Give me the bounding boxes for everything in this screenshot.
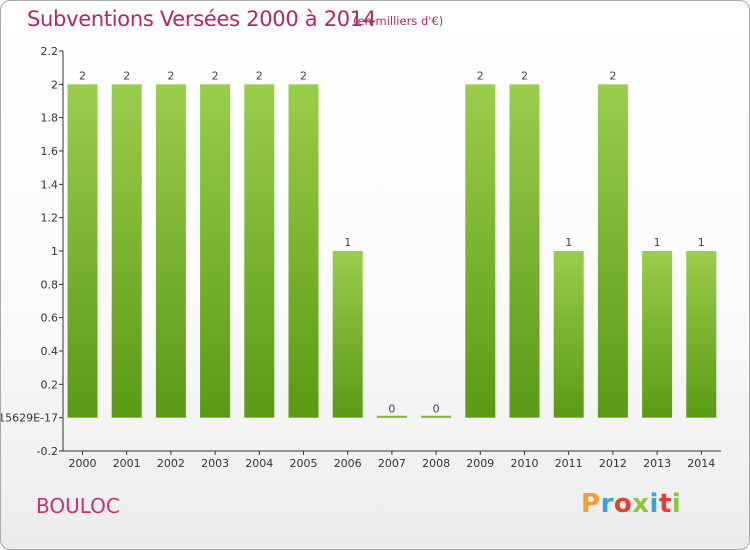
y-tick-label: 1.2 — [41, 212, 59, 225]
data-label-2000: 2 — [79, 69, 86, 82]
data-label-2001: 2 — [123, 69, 130, 82]
x-tick-label-2009: 2009 — [466, 457, 494, 470]
x-tick-label-2013: 2013 — [643, 457, 671, 470]
data-label-2002: 2 — [167, 69, 174, 82]
bar-2012 — [597, 84, 628, 418]
data-label-2009: 2 — [477, 69, 484, 82]
brand-logo: Proxiti — [581, 489, 681, 519]
brand-letter: r — [600, 489, 614, 519]
y-tick-label: 0.6 — [41, 312, 59, 325]
axis-layer: 2.2 2 1.8 1.6 1.4 1.2 1 0.8 0.6 0.4 0.2 -2.15629E-1… — [1, 45, 721, 470]
brand-letter: o — [613, 489, 633, 519]
bar-2003 — [200, 84, 231, 418]
bar-2004 — [244, 84, 275, 418]
bar-2014 — [686, 251, 717, 418]
x-tick-label-2002: 2002 — [157, 457, 185, 470]
data-label-2013: 1 — [654, 236, 661, 249]
data-label-2006: 1 — [344, 236, 351, 249]
chart-subtitle: (en milliers d'€) — [353, 14, 444, 28]
x-tick-label-2010: 2010 — [511, 457, 539, 470]
x-tick-label-2014: 2014 — [687, 457, 715, 470]
bar-2007 — [376, 415, 407, 418]
y-tick-label: 1 — [51, 245, 58, 258]
x-tick-label-2000: 2000 — [69, 457, 97, 470]
bar-2009 — [465, 84, 496, 418]
bar-2010 — [509, 84, 540, 418]
brand-letter: i — [671, 489, 682, 519]
x-tick-label-2008: 2008 — [422, 457, 450, 470]
bar-2000 — [67, 84, 98, 418]
y-tick-label: 1.4 — [41, 178, 59, 191]
y-tick-label: -0.2 — [37, 445, 58, 458]
y-tick-label: 0.2 — [41, 378, 59, 391]
x-tick-label-2003: 2003 — [201, 457, 229, 470]
chart-title: Subventions Versées 2000 à 2014 — [27, 7, 376, 31]
brand-letter: x — [632, 489, 650, 519]
data-label-2014: 1 — [698, 236, 705, 249]
y-tick-label: 1.8 — [41, 112, 59, 125]
y-tick-label: 0.8 — [41, 278, 59, 291]
bar-2002 — [155, 84, 186, 418]
data-label-2004: 2 — [256, 69, 263, 82]
x-tick-label-2001: 2001 — [113, 457, 141, 470]
x-tick-label-2005: 2005 — [290, 457, 318, 470]
bar-2013 — [642, 251, 673, 418]
data-label-2007: 0 — [388, 403, 395, 416]
data-label-2010: 2 — [521, 69, 528, 82]
bars-layer: 2 2 2 2 2 2 1 0 0 2 2 1 2 1 1 — [67, 69, 717, 418]
brand-letter: t — [658, 489, 672, 519]
y-tick-label: 2.2 — [41, 45, 59, 58]
x-tick-label-2004: 2004 — [245, 457, 273, 470]
y-tick-label: 1.6 — [41, 145, 59, 158]
commune-name: BOULOC — [36, 494, 120, 518]
x-tick-label-2007: 2007 — [378, 457, 406, 470]
bar-2006 — [332, 251, 363, 418]
data-label-2008: 0 — [433, 403, 440, 416]
x-tick-label-2012: 2012 — [599, 457, 627, 470]
x-tick-label-2006: 2006 — [334, 457, 362, 470]
brand-letter: i — [649, 489, 659, 519]
y-tick-label: 0.4 — [41, 345, 59, 358]
x-tick-label-2011: 2011 — [555, 457, 583, 470]
bar-2011 — [553, 251, 584, 418]
data-label-2003: 2 — [212, 69, 219, 82]
brand-letter: P — [581, 489, 601, 519]
bar-2001 — [111, 84, 142, 418]
bar-2005 — [288, 84, 319, 418]
data-label-2005: 2 — [300, 69, 307, 82]
y-tick-label: 2 — [51, 78, 58, 91]
data-label-2011: 1 — [565, 236, 572, 249]
bar-2008 — [421, 415, 452, 418]
data-label-2012: 2 — [609, 69, 616, 82]
y-tick-label: -2.15629E-17 — [1, 412, 58, 425]
